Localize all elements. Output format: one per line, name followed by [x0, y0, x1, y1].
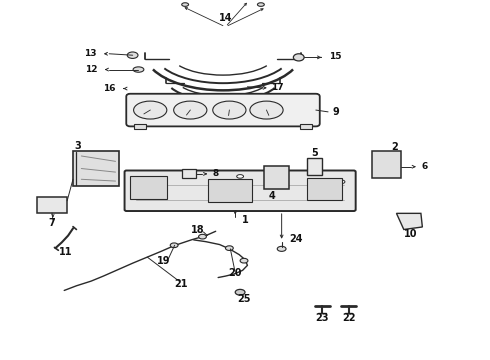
- Text: 13: 13: [84, 49, 97, 58]
- Bar: [372, 152, 401, 179]
- Text: 10: 10: [404, 229, 418, 239]
- Text: 14: 14: [219, 13, 232, 23]
- Ellipse shape: [235, 289, 245, 295]
- Text: 9: 9: [333, 107, 340, 117]
- Text: 18: 18: [191, 225, 205, 235]
- Bar: [307, 158, 322, 175]
- Text: 24: 24: [289, 234, 302, 244]
- Ellipse shape: [182, 3, 189, 6]
- Ellipse shape: [127, 52, 138, 58]
- Text: 5: 5: [311, 148, 318, 158]
- Text: 8: 8: [212, 170, 219, 179]
- Text: 6: 6: [422, 162, 428, 171]
- Text: 7: 7: [49, 218, 55, 228]
- Ellipse shape: [294, 54, 304, 61]
- Text: 19: 19: [157, 256, 171, 266]
- Bar: [73, 152, 119, 185]
- Ellipse shape: [133, 67, 144, 72]
- Polygon shape: [396, 213, 422, 229]
- Ellipse shape: [338, 180, 345, 184]
- Text: 15: 15: [329, 53, 342, 62]
- FancyBboxPatch shape: [126, 94, 320, 126]
- Text: 2: 2: [392, 142, 398, 152]
- Text: 21: 21: [174, 279, 187, 289]
- Ellipse shape: [213, 101, 246, 119]
- Ellipse shape: [173, 101, 207, 119]
- Bar: [130, 176, 167, 199]
- Ellipse shape: [134, 101, 167, 119]
- Text: 17: 17: [271, 83, 284, 92]
- Ellipse shape: [250, 101, 283, 119]
- Ellipse shape: [225, 246, 233, 251]
- Bar: [37, 197, 67, 213]
- Bar: [264, 166, 290, 189]
- Bar: [300, 124, 312, 129]
- Text: 22: 22: [342, 313, 355, 323]
- Text: 20: 20: [228, 268, 242, 278]
- Ellipse shape: [277, 246, 286, 251]
- Bar: [307, 178, 342, 200]
- Text: 12: 12: [85, 65, 98, 74]
- Ellipse shape: [237, 175, 244, 178]
- Text: 11: 11: [58, 247, 72, 257]
- Ellipse shape: [257, 3, 264, 6]
- Text: 16: 16: [103, 84, 116, 93]
- Text: 1: 1: [242, 215, 248, 225]
- Bar: [182, 170, 196, 179]
- Text: 23: 23: [316, 313, 329, 323]
- Ellipse shape: [198, 234, 206, 239]
- Ellipse shape: [170, 243, 178, 248]
- Bar: [208, 179, 252, 202]
- FancyBboxPatch shape: [124, 171, 356, 211]
- Bar: [134, 124, 146, 129]
- Text: 3: 3: [74, 141, 81, 151]
- Text: 4: 4: [269, 191, 275, 201]
- Text: 25: 25: [237, 294, 251, 305]
- Ellipse shape: [240, 258, 248, 263]
- Ellipse shape: [135, 180, 142, 184]
